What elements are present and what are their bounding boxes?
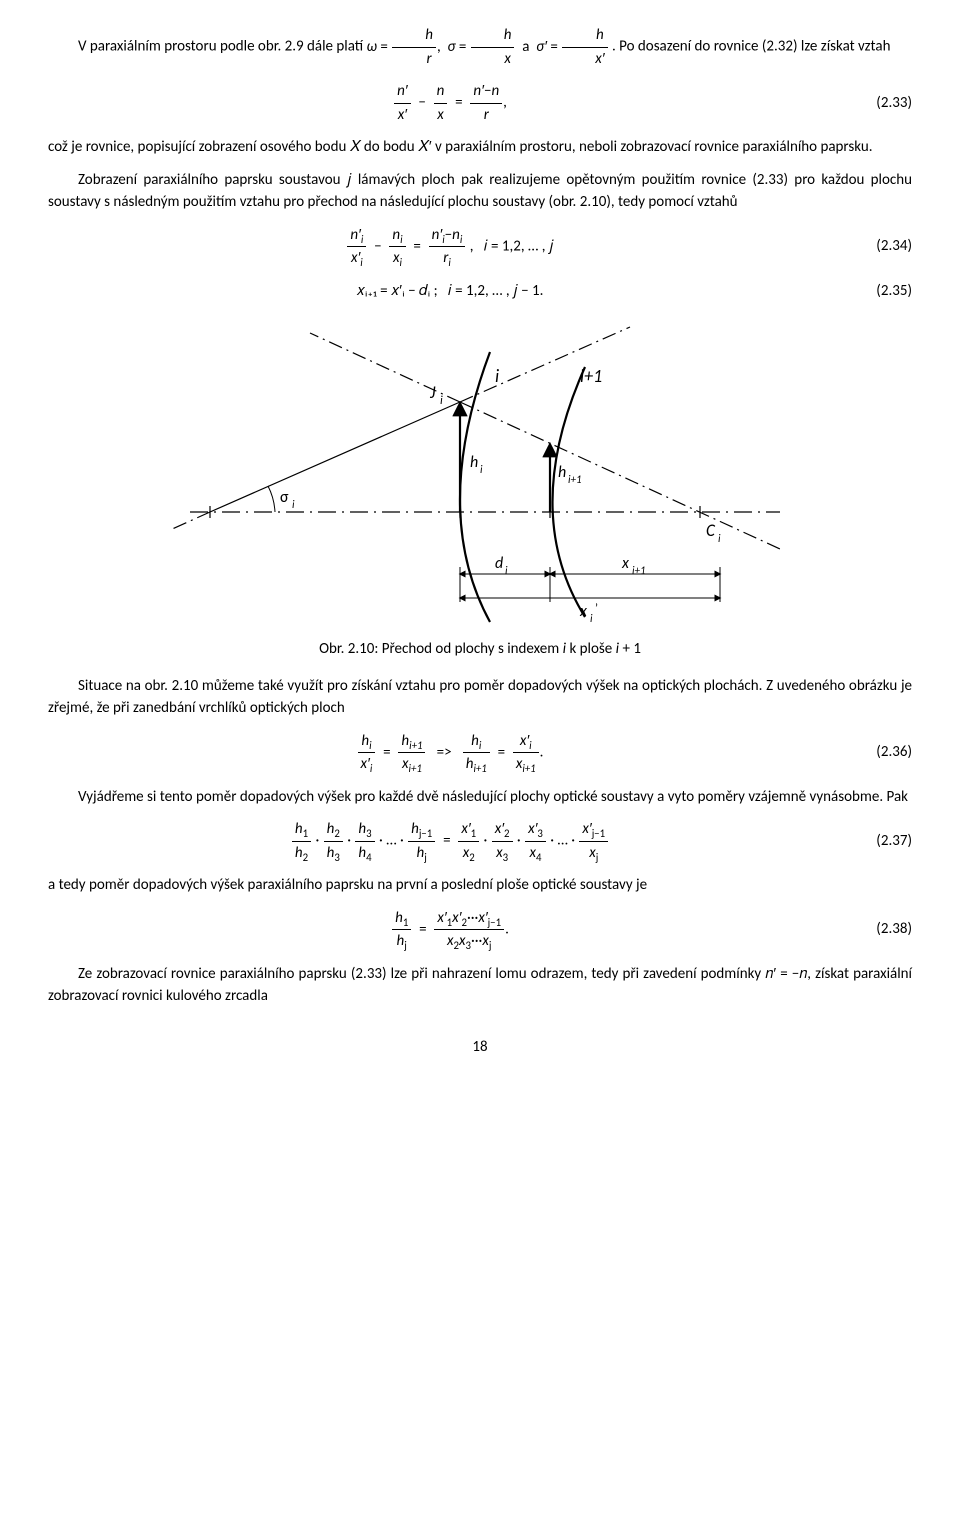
equation-number: (2.36) (852, 741, 912, 764)
paragraph-7: Ze zobrazovací rovnice paraxiálního papr… (48, 963, 912, 1008)
svg-text:h: h (470, 453, 478, 472)
svg-text:i: i (440, 394, 443, 408)
svg-text:d: d (495, 554, 503, 573)
equation-2-34: n′ix′i − nixi = n′i−niri , 𝑖 = 1,2, … , … (48, 224, 912, 270)
equation-2-38: h1hj = x′1x′2···x′j−1 x2x3···xj . (2.38) (48, 907, 912, 953)
svg-text:i: i (495, 365, 499, 387)
svg-text:C: C (706, 520, 716, 541)
paragraph-2: což je rovnice, popisující zobrazení oso… (48, 136, 912, 159)
eq234-tail: , 𝑖 = 1,2, … , 𝑗 (470, 237, 554, 255)
svg-text:i+1: i+1 (580, 365, 602, 387)
text: . Po dosazení do rovnice (2.32) lze získ… (612, 38, 891, 56)
equation-number: (2.37) (852, 830, 912, 853)
equation-number: (2.34) (852, 235, 912, 258)
paragraph-6: a tedy poměr dopadových výšek paraxiální… (48, 874, 912, 897)
equation-2-35: 𝑥ᵢ₊₁ = 𝑥′ᵢ − 𝑑ᵢ ; 𝑖 = 1,2, … , 𝑗 − 1. (2… (48, 280, 912, 303)
equation-body: 𝑥ᵢ₊₁ = 𝑥′ᵢ − 𝑑ᵢ ; 𝑖 = 1,2, … , 𝑗 − 1. (48, 280, 852, 303)
figure-caption: Obr. 2.10: Přechod od plochy s indexem i… (48, 638, 912, 661)
svg-text:’: ’ (595, 602, 598, 616)
paragraph-3: Zobrazení paraxiálního paprsku soustavou… (48, 169, 912, 214)
svg-text:i: i (480, 463, 483, 476)
equation-number: (2.33) (852, 92, 912, 115)
svg-text:x: x (621, 554, 630, 573)
svg-text:i: i (292, 498, 295, 511)
figure-2-10: i i+1 Ji σi hi hi+1 Ci di xi+1 xi’ (160, 312, 800, 632)
equation-number: (2.38) (852, 918, 912, 941)
equation-body: h1hj = x′1x′2···x′j−1 x2x3···xj . (48, 907, 852, 953)
paragraph-1: V paraxiálním prostoru podle obr. 2.9 dá… (48, 24, 912, 70)
text: Obr. 2.10: Přechod od plochy s indexem (319, 640, 563, 658)
equation-body: n′x′ − nx = n′−nr, (48, 80, 852, 126)
text: V paraxiálním prostoru podle obr. 2.9 dá… (78, 38, 367, 56)
equation-2-36: hix′i = hi+1xi+1 => hihi+1 = x′ixi+1. (2… (48, 730, 912, 776)
equation-body: n′ix′i − nixi = n′i−niri , 𝑖 = 1,2, … , … (48, 224, 852, 270)
svg-text:i+1: i+1 (568, 473, 582, 486)
text: k ploše (566, 640, 616, 658)
equation-body: h1h2 · h2h3 · h3h4 · … · hj−1hj = x′1x2 … (48, 818, 852, 864)
inline-formula-omega: ω = hr, σ = hx a σ′ = hx′ (367, 38, 612, 56)
equation-number: (2.35) (852, 280, 912, 303)
svg-text:h: h (558, 463, 566, 482)
paragraph-5: Vyjádřeme si tento poměr dopadových výše… (48, 786, 912, 809)
svg-text:i+1: i+1 (632, 564, 646, 577)
equation-2-33: n′x′ − nx = n′−nr, (2.33) (48, 80, 912, 126)
svg-text:i: i (505, 564, 508, 577)
svg-text:σ: σ (280, 488, 289, 507)
svg-text:J: J (429, 382, 436, 403)
page-number: 18 (48, 1036, 912, 1059)
svg-text:i: i (718, 532, 721, 545)
paragraph-4: Situace na obr. 2.10 můžeme také využít … (48, 675, 912, 720)
equation-2-37: h1h2 · h2h3 · h3h4 · … · hj−1hj = x′1x2 … (48, 818, 912, 864)
equation-body: hix′i = hi+1xi+1 => hihi+1 = x′ixi+1. (48, 730, 852, 776)
svg-text:x: x (579, 602, 588, 621)
svg-text:i: i (590, 612, 593, 625)
